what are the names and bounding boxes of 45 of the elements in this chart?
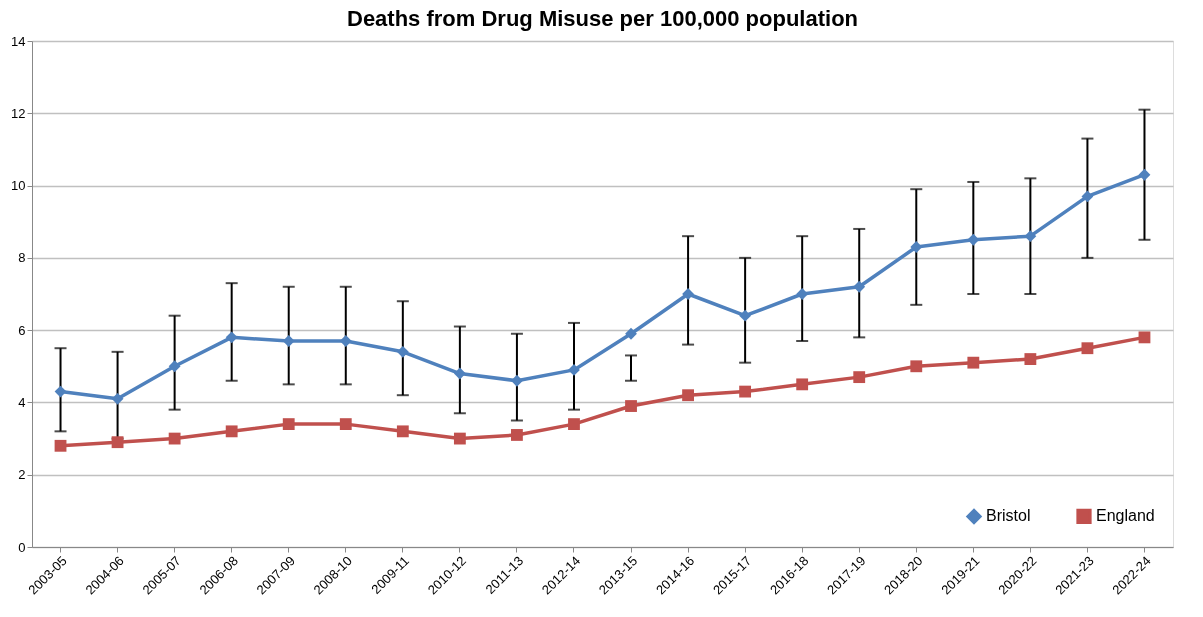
point [910,360,923,373]
point [625,327,637,340]
point [111,436,124,449]
y-tick-label: 0 [18,539,26,555]
point [453,432,466,445]
point [1024,353,1037,365]
point [225,331,238,344]
legend-label: Bristol [986,507,1031,525]
point [568,363,580,376]
point [853,280,866,293]
point [168,432,181,445]
point [796,378,809,391]
point [54,385,67,398]
point [1024,230,1037,243]
point [1138,168,1151,181]
point [111,392,124,405]
y-tick-label: 2 [18,467,26,483]
point [282,418,295,431]
point [168,360,181,373]
point [568,418,580,431]
chart-title: Deaths from Drug Misuse per 100,000 population [346,6,859,31]
y-tick-label: 8 [18,250,26,266]
point [682,389,694,402]
legend-label: England [1096,507,1155,525]
point [396,425,409,438]
point [739,309,752,322]
point [739,385,752,398]
y-tick-label: 4 [18,394,26,410]
point [511,374,523,387]
point [1081,190,1094,203]
point [453,367,466,380]
point [225,425,238,438]
y-tick-label: 10 [11,178,26,194]
point [1138,331,1151,344]
point [625,400,637,412]
point [339,418,352,431]
point [396,345,409,358]
point [967,356,980,369]
y-tick-label: 6 [18,322,26,338]
point [54,439,67,452]
y-tick-label: 14 [11,33,26,49]
point [511,429,523,441]
point [853,371,866,384]
point [1081,342,1094,355]
y-tick-label: 12 [11,105,26,121]
